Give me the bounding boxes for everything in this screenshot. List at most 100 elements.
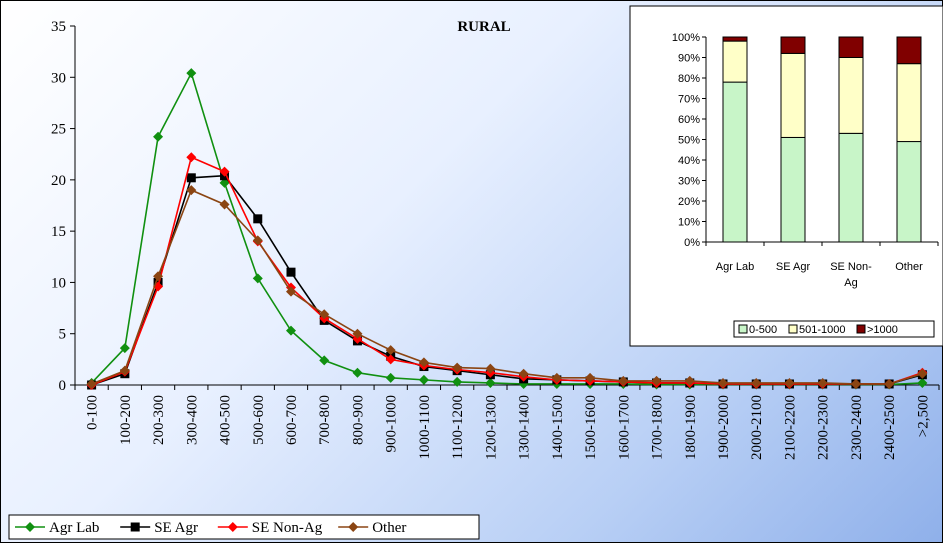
data-point [917, 368, 928, 379]
data-point [518, 368, 529, 379]
data-point [352, 328, 363, 339]
inset-y-tick-label: 20% [678, 196, 700, 208]
x-tick-label: 1900-2000 [716, 395, 732, 460]
data-point [153, 271, 164, 282]
data-point [119, 343, 130, 354]
x-tick-label: 0-100 [85, 395, 101, 430]
inset-bar-segment [896, 141, 922, 243]
y-tick-label: 0 [59, 378, 67, 394]
data-point [485, 377, 496, 388]
data-point [418, 374, 429, 385]
x-tick-label: 200-300 [151, 395, 167, 445]
inset-y-tick-label: 60% [678, 114, 700, 126]
data-point [253, 214, 263, 224]
inset-bar-segment [896, 36, 922, 65]
series-line [91, 156, 923, 386]
inset-bar-segment [838, 36, 864, 58]
legend-label: SE Non-Ag [252, 520, 323, 536]
data-point [119, 365, 130, 376]
x-tick-label: 1400-1500 [550, 395, 566, 460]
data-point [286, 286, 296, 297]
x-tick-label: 1200-1300 [483, 395, 499, 460]
x-tick-label: 1100-1200 [450, 395, 466, 459]
inset-x-tick-label: Agr Lab [716, 261, 755, 273]
data-point [186, 68, 197, 79]
inset-bar-segment [722, 81, 748, 243]
data-point [917, 377, 928, 388]
x-tick-label: 500-600 [251, 395, 267, 445]
inset-bar-segment [722, 36, 748, 42]
inset-bar-segment [896, 63, 922, 143]
data-point [385, 345, 396, 356]
inset-bar-segment [838, 132, 864, 243]
inset-y-tick-label: 50% [678, 135, 700, 147]
data-point [385, 372, 396, 383]
legend-marker [227, 522, 238, 532]
chart-title: RURAL [457, 19, 510, 35]
series-line [91, 189, 923, 385]
legend-label: Other [372, 520, 406, 536]
data-point [219, 166, 230, 177]
legend-marker [25, 522, 35, 532]
x-tick-label: 2000-2100 [749, 395, 765, 460]
x-tick-label: 2100-2200 [782, 395, 798, 460]
data-point [352, 367, 363, 378]
x-tick-label: 700-800 [317, 395, 333, 445]
inset-x-tick-label: SE Non- [830, 261, 872, 273]
data-point [485, 363, 496, 374]
data-point [618, 375, 629, 386]
legend-label: Agr Lab [49, 520, 99, 536]
legend-label: SE Agr [154, 520, 198, 536]
inset-legend-label: 501-1000 [799, 324, 846, 336]
x-tick-label: 1300-1400 [517, 395, 533, 460]
data-point [153, 131, 164, 142]
inset-y-tick-label: 70% [678, 94, 700, 106]
data-point [884, 378, 895, 389]
data-point [418, 357, 429, 368]
data-point [319, 355, 330, 366]
x-tick-label: 1800-1900 [683, 395, 699, 460]
legend-marker [348, 522, 359, 532]
inset-x-tick-label: Ag [844, 277, 857, 289]
x-tick-label: 300-400 [184, 395, 200, 445]
x-tick-label: 100-200 [118, 395, 134, 445]
x-tick-label: 600-700 [284, 395, 300, 445]
y-tick-label: 20 [51, 173, 66, 189]
inset-y-tick-label: 0% [684, 237, 700, 249]
x-tick-label: 1500-1600 [583, 395, 599, 460]
inset-y-tick-label: 100% [672, 32, 700, 44]
data-point [219, 177, 230, 188]
data-point [850, 378, 861, 389]
data-point [585, 372, 596, 383]
data-point [186, 185, 197, 196]
inset-y-tick-label: 80% [678, 73, 700, 85]
legend-marker [130, 522, 140, 532]
data-point [219, 199, 230, 210]
inset-legend-swatch [788, 324, 798, 334]
y-tick-label: 5 [59, 327, 67, 343]
x-tick-label: 1700-1800 [650, 395, 666, 460]
inset-bar-segment [780, 136, 806, 243]
y-tick-label: 10 [51, 275, 66, 291]
inset-legend [733, 320, 935, 338]
x-tick-label: 1000-1100 [417, 395, 433, 459]
data-point [186, 152, 197, 163]
data-point [651, 375, 662, 386]
data-point [718, 377, 728, 388]
data-point [319, 309, 330, 320]
data-point [817, 377, 828, 388]
y-tick-label: 30 [51, 70, 66, 86]
inset-legend-label: >1000 [867, 324, 898, 336]
inset-legend-swatch [738, 324, 748, 334]
x-tick-label: 2200-2300 [816, 395, 832, 460]
inset-y-tick-label: 40% [678, 155, 700, 167]
y-tick-label: 15 [51, 224, 66, 240]
y-tick-label: 25 [51, 122, 66, 138]
x-tick-label: 1600-1700 [616, 395, 632, 460]
data-point [286, 267, 296, 277]
data-point [385, 354, 396, 365]
data-point [684, 375, 695, 386]
inset-bar-segment [780, 36, 806, 54]
data-point [186, 173, 196, 183]
